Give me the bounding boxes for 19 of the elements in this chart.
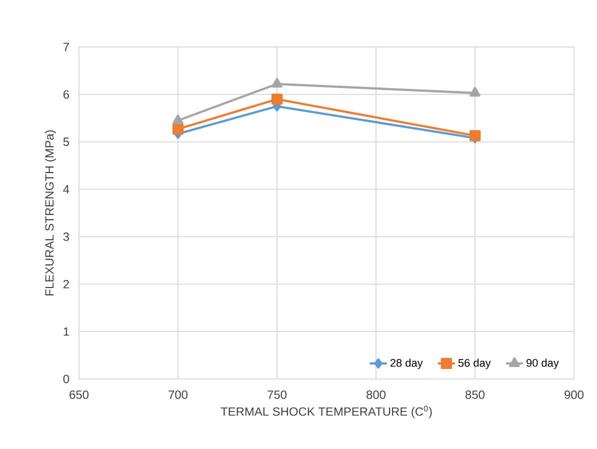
y-axis-title: FLEXURAL STRENGTH (MPa) (44, 130, 56, 296)
y-tick-label: 5 (63, 138, 70, 146)
y-tick-label: 1 (64, 327, 69, 336)
x-tick-label: 900 (564, 390, 584, 399)
y-tick-label: 0 (63, 374, 70, 384)
y-tick-label: 6 (63, 90, 69, 99)
y-tick-label: 3 (63, 232, 69, 241)
legend-label: 90 day (526, 358, 559, 369)
y-tick-label: 4 (63, 185, 70, 194)
x-tick-label: 800 (366, 390, 386, 399)
x-tick-label: 750 (268, 390, 287, 399)
x-axis-title: TERMAL SHOCK TEMPERATURE (C$^{0}$) (220, 406, 432, 418)
x-tick-label: 850 (466, 390, 485, 399)
x-tick-label: 650 (70, 390, 89, 399)
legend-label: 56 day (458, 358, 491, 369)
y-tick-label: 2 (63, 280, 69, 288)
legend-label: 28 day (390, 358, 423, 369)
y-tick-label: 7 (63, 42, 69, 52)
x-tick-label: 700 (168, 390, 188, 399)
